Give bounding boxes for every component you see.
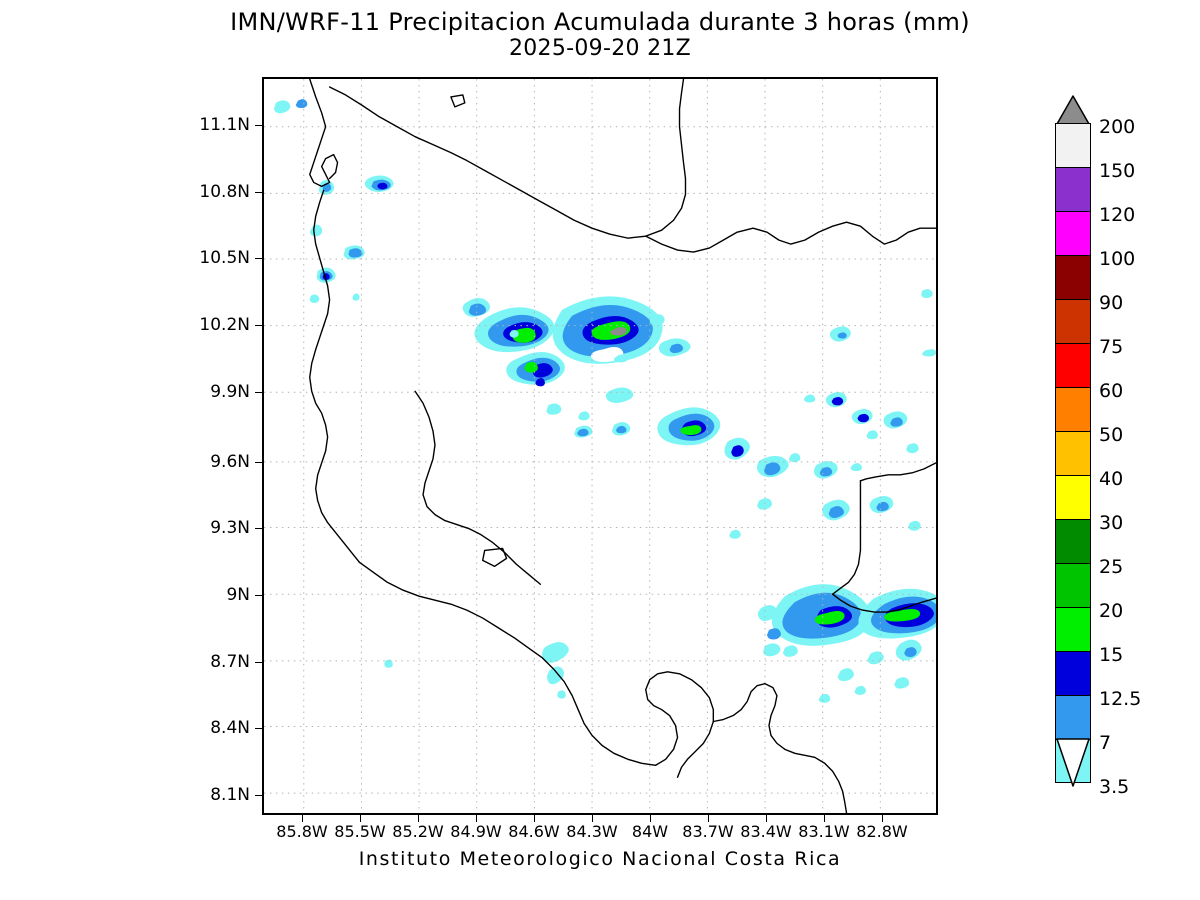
colorbar-tick-120: 120 bbox=[1099, 204, 1136, 226]
colorbar-tick-75: 75 bbox=[1099, 336, 1124, 358]
y-tick-8: 8.7N bbox=[210, 652, 250, 672]
x-tick-4: 84.6W bbox=[508, 822, 560, 841]
colorbar-tick-50: 50 bbox=[1099, 424, 1124, 446]
colorbar-band-100 bbox=[1055, 255, 1091, 299]
colorbar-band-90 bbox=[1055, 299, 1091, 343]
colorbar-tick-150: 150 bbox=[1099, 160, 1136, 182]
colorbar-band-200 bbox=[1055, 123, 1091, 167]
colorbar-band-50 bbox=[1055, 431, 1091, 475]
colorbar-band-20 bbox=[1055, 607, 1091, 651]
colorbar-band-40 bbox=[1055, 475, 1091, 519]
colorbar-tick-12p5: 12.5 bbox=[1099, 688, 1142, 710]
page-subtitle: 2025-09-20 21Z bbox=[508, 36, 692, 61]
y-tick-9: 8.4N bbox=[210, 718, 250, 738]
x-tick-10: 82.8W bbox=[856, 822, 908, 841]
colorbar-tick-30: 30 bbox=[1099, 512, 1124, 534]
y-tick-0: 11.1N bbox=[199, 115, 250, 135]
colorbar-tick-20: 20 bbox=[1099, 600, 1124, 622]
colorbar-tick-15: 15 bbox=[1099, 644, 1124, 666]
colorbar-band-25 bbox=[1055, 563, 1091, 607]
x-tick-5: 84.3W bbox=[566, 822, 618, 841]
y-tick-6: 9.3N bbox=[210, 518, 250, 538]
y-tick-5: 9.6N bbox=[210, 452, 250, 472]
y-tick-1: 10.8N bbox=[199, 182, 250, 202]
precipitation-colorbar: 200 150 120 100 90 75 60 50 40 30 25 20 … bbox=[1055, 95, 1141, 810]
colorbar-tick-200: 200 bbox=[1099, 116, 1136, 138]
y-tick-10: 8.1N bbox=[210, 785, 250, 805]
x-tick-6: 84W bbox=[631, 822, 669, 841]
x-tick-8: 83.4W bbox=[740, 822, 792, 841]
y-tick-7: 9N bbox=[226, 585, 250, 605]
colorbar-under-arrow bbox=[1056, 738, 1090, 787]
x-tick-2: 85.2W bbox=[392, 822, 444, 841]
precip-cells bbox=[273, 99, 936, 703]
y-tick-4: 9.9N bbox=[210, 382, 250, 402]
map-plot-area bbox=[262, 77, 938, 815]
y-tick-3: 10.2N bbox=[199, 315, 250, 335]
colorbar-band-15 bbox=[1055, 651, 1091, 695]
colorbar-tick-90: 90 bbox=[1099, 292, 1124, 314]
colorbar-band-150 bbox=[1055, 167, 1091, 211]
colorbar-bands bbox=[1055, 123, 1091, 783]
institute-caption: Instituto Meteorologico Nacional Costa R… bbox=[358, 848, 842, 870]
colorbar-tick-25: 25 bbox=[1099, 556, 1124, 578]
colorbar-tick-60: 60 bbox=[1099, 380, 1124, 402]
precipitation-field bbox=[273, 99, 936, 703]
x-tick-7: 83.7W bbox=[682, 822, 734, 841]
x-tick-3: 84.9W bbox=[450, 822, 502, 841]
colorbar-band-30 bbox=[1055, 519, 1091, 563]
x-tick-1: 85.5W bbox=[334, 822, 386, 841]
y-axis-labels: 11.1N 10.8N 10.5N 10.2N 9.9N 9.6N 9.3N 9… bbox=[140, 0, 250, 900]
y-tick-2: 10.5N bbox=[199, 248, 250, 268]
page-title: IMN/WRF-11 Precipitacion Acumulada duran… bbox=[230, 8, 970, 36]
x-tick-9: 83.1W bbox=[798, 822, 850, 841]
colorbar-band-120 bbox=[1055, 211, 1091, 255]
colorbar-tick-7: 7 bbox=[1099, 732, 1112, 754]
colorbar-tick-3p5: 3.5 bbox=[1099, 776, 1130, 798]
colorbar-tick-100: 100 bbox=[1099, 248, 1136, 270]
x-tick-0: 85.8W bbox=[276, 822, 328, 841]
colorbar-tick-40: 40 bbox=[1099, 468, 1124, 490]
colorbar-band-12p5 bbox=[1055, 695, 1091, 739]
colorbar-band-75 bbox=[1055, 343, 1091, 387]
colorbar-over-arrow bbox=[1056, 95, 1090, 125]
colorbar-band-60 bbox=[1055, 387, 1091, 431]
